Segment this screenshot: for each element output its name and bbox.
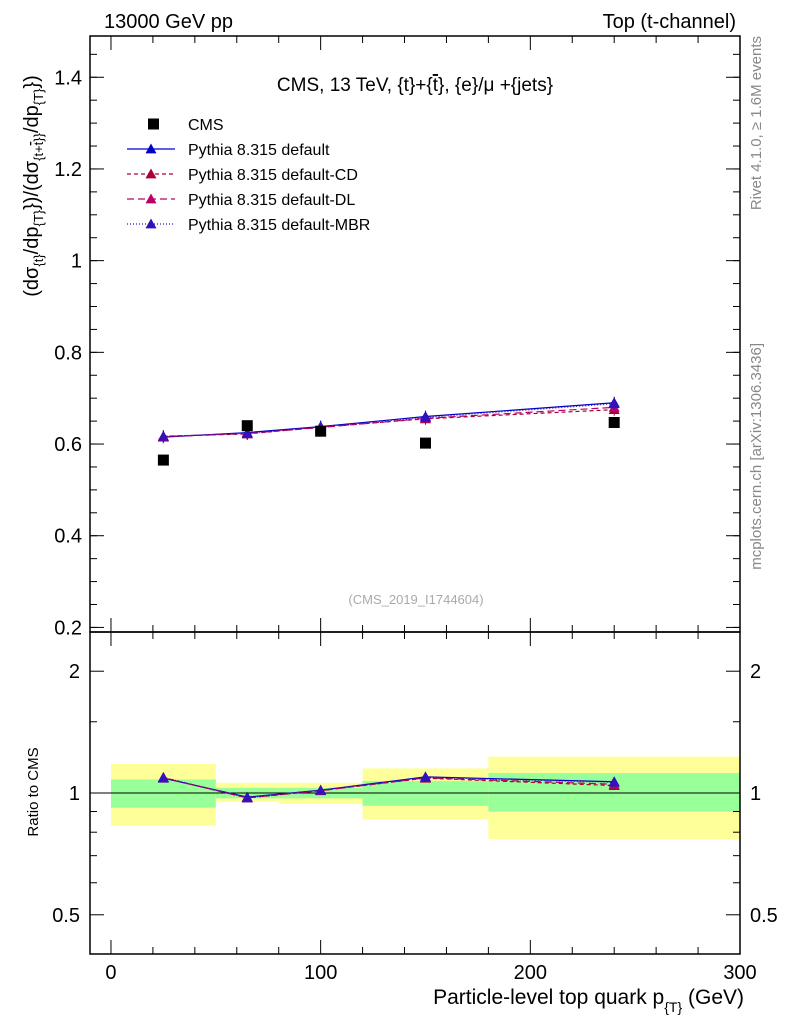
- ratio-y-axis-label: Ratio to CMS: [25, 747, 42, 836]
- mcplots-label: mcplots.cern.ch [arXiv:1306.3436]: [748, 343, 765, 570]
- ratio-y-tick-label: 0.5: [52, 905, 80, 927]
- legend: CMS Pythia 8.315 default Pythia 8.315 defa…: [127, 117, 370, 234]
- plot-title: CMS, 13 TeV, {t}+{t}, {e}/μ +{jets}: [277, 75, 553, 96]
- series-marker: [157, 430, 169, 441]
- x-axis-label: Particle-level top quark p{T} (GeV): [433, 986, 744, 1015]
- process-label: Top (t-channel): [603, 11, 736, 33]
- tbar-symbol: t: [433, 75, 439, 96]
- legend-label: Pythia 8.315 default-MBR: [188, 217, 370, 234]
- legend-cms-marker: [148, 118, 159, 130]
- ratio-series-marker: [315, 784, 327, 795]
- cms-data-point: [608, 416, 620, 428]
- ratio-plot-series: [157, 771, 620, 803]
- y-tick-label: 1.4: [54, 67, 82, 89]
- legend-label: Pythia 8.315 default-CD: [188, 167, 358, 184]
- series-marker: [241, 427, 253, 438]
- y-tick-label: 0.4: [54, 526, 82, 548]
- ratio-series-marker: [241, 792, 253, 803]
- y-tick-label: 0.8: [54, 342, 82, 364]
- axis-ticks: 0 100 200 300 0.2 0.4 0.6 0.8 1 1.2 1.4 0.5 0.5 1 1 2 2: [52, 36, 778, 984]
- series-marker: [419, 411, 431, 422]
- cms-data-point: [157, 454, 169, 466]
- ratio-series-line: [163, 776, 615, 799]
- y-tick-label: 0.6: [54, 434, 82, 456]
- legend-marker: [145, 168, 157, 179]
- series-line: [163, 409, 615, 437]
- rivet-label: Rivet 4.1.0, ≥ 1.6M events: [748, 36, 765, 210]
- y-tick-label: 1.2: [54, 159, 82, 181]
- energy-label: 13000 GeV pp: [104, 11, 233, 33]
- ratio-y-tick-label-right: 2: [750, 661, 761, 683]
- legend-marker: [145, 193, 157, 204]
- series-line: [163, 402, 615, 438]
- x-tick-label: 100: [304, 962, 337, 984]
- ratio-band-inner: [110, 779, 216, 808]
- legend-label-cms: CMS: [188, 117, 224, 134]
- y-tick-label: 1: [71, 251, 82, 273]
- series-line: [163, 406, 615, 438]
- x-tick-label: 200: [514, 962, 547, 984]
- ratio-bands: [110, 756, 740, 839]
- main-plot-series: [157, 396, 620, 466]
- legend-label: Pythia 8.315 default-DL: [188, 192, 355, 209]
- ratio-y-tick-label: 2: [69, 661, 80, 683]
- ratio-y-tick-label-right: 1: [750, 783, 761, 805]
- y-tick-label: 0.2: [54, 617, 82, 639]
- legend-marker: [145, 218, 157, 229]
- legend-label: Pythia 8.315 default: [188, 142, 330, 159]
- cms-data-point: [315, 425, 327, 437]
- x-tick-label: 300: [723, 962, 756, 984]
- ratio-y-tick-label: 1: [69, 783, 80, 805]
- series-marker: [608, 398, 620, 409]
- legend-marker: [145, 143, 157, 154]
- ratio-series-marker: [608, 776, 620, 787]
- ratio-series-marker: [419, 771, 431, 782]
- ratio-y-tick-label-right: 0.5: [750, 905, 778, 927]
- x-tick-label: 0: [105, 962, 116, 984]
- cms-data-point: [419, 437, 431, 449]
- cms-data-point: [241, 420, 253, 432]
- y-axis-label: (dσ{t}/dp{T}})/(dσ{t+t}}/dp{T}}): [21, 75, 46, 297]
- ratio-series-marker: [157, 772, 169, 782]
- analysis-watermark: (CMS_2019_I1744604): [348, 592, 483, 607]
